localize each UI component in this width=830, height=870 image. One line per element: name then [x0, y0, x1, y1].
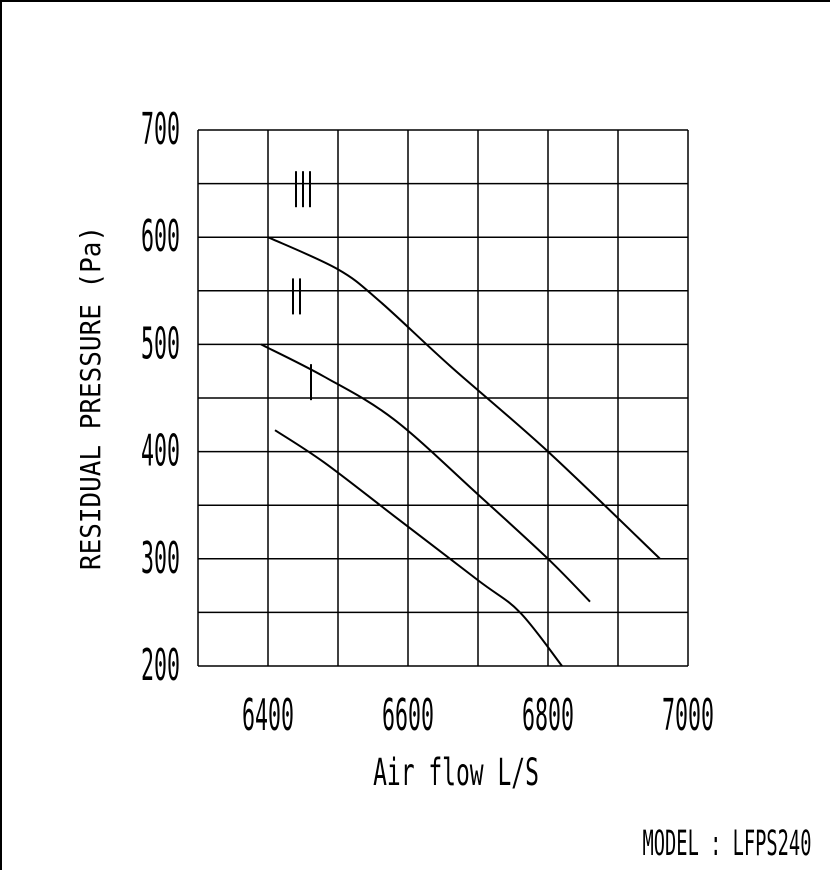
model-label: MODEL : LFPS240	[643, 823, 812, 864]
curve-label-II: II	[292, 278, 301, 315]
x-tick-labels: 6400 6600 6800 7000	[242, 691, 714, 742]
curve-label-III: III	[295, 171, 311, 208]
y-tick-labels: 200 300 400 500 600 700	[141, 105, 180, 692]
y-tick-label: 300	[141, 534, 180, 585]
y-tick-label: 400	[141, 426, 180, 477]
y-tick-label: 600	[141, 212, 180, 263]
y-tick-label: 500	[141, 319, 180, 370]
x-tick-label: 6400	[242, 691, 294, 742]
y-axis-label: RESIDUAL PRESSURE (Pa)	[75, 226, 107, 570]
curve-labels: IIIIII	[292, 171, 312, 401]
curve-I	[274, 429, 563, 667]
curve-label-I: I	[310, 364, 312, 401]
x-axis-label: Air flow L/S	[373, 751, 539, 795]
curve-II	[260, 343, 591, 603]
curve-III	[267, 236, 661, 560]
y-tick-label: 700	[141, 105, 180, 156]
x-tick-label: 6600	[382, 691, 434, 742]
x-tick-label: 7000	[662, 691, 714, 742]
x-tick-label: 6800	[522, 691, 574, 742]
chart-curves	[260, 236, 661, 667]
y-tick-label: 200	[141, 641, 180, 692]
chart-grid	[197, 129, 689, 667]
